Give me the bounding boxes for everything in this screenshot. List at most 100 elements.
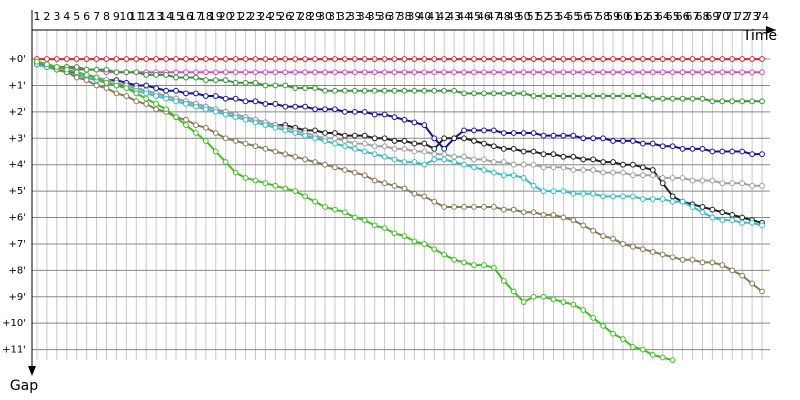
data-point xyxy=(282,103,289,110)
y-tick-label: +10' xyxy=(2,318,26,329)
data-point xyxy=(192,122,199,128)
data-point xyxy=(232,169,239,176)
data-point xyxy=(699,259,706,266)
data-point xyxy=(620,138,626,144)
data-point xyxy=(759,182,765,189)
data-point xyxy=(550,93,557,99)
data-point xyxy=(659,143,666,150)
data-point xyxy=(520,175,527,181)
data-point xyxy=(759,151,765,158)
data-point xyxy=(322,56,328,62)
data-point xyxy=(729,69,736,76)
data-point xyxy=(510,69,517,76)
data-point xyxy=(689,177,696,184)
data-point xyxy=(630,161,636,168)
data-point xyxy=(560,188,567,195)
data-point xyxy=(163,72,169,78)
data-point xyxy=(123,56,130,62)
data-point xyxy=(212,56,219,62)
data-point xyxy=(520,56,527,62)
data-point xyxy=(620,161,626,168)
data-point xyxy=(222,159,229,165)
data-point xyxy=(620,169,626,176)
data-point xyxy=(252,143,259,150)
data-point xyxy=(272,69,279,76)
data-point xyxy=(252,56,259,62)
data-point xyxy=(312,198,318,205)
data-point xyxy=(709,177,716,184)
data-point xyxy=(590,69,597,76)
x-tick-label: 7 xyxy=(93,10,100,23)
data-point xyxy=(411,238,418,245)
data-point xyxy=(699,69,706,76)
data-point xyxy=(540,164,547,171)
data-point xyxy=(729,180,736,187)
data-point xyxy=(600,233,607,239)
data-point xyxy=(83,77,90,84)
data-point xyxy=(361,148,368,155)
data-point xyxy=(282,69,289,76)
data-point xyxy=(391,156,398,163)
data-point xyxy=(133,90,140,97)
data-point xyxy=(401,138,408,144)
data-point xyxy=(113,90,120,97)
data-point xyxy=(183,56,189,62)
data-point xyxy=(391,138,398,144)
data-point xyxy=(610,235,616,242)
data-point xyxy=(341,132,348,139)
data-point xyxy=(580,56,587,62)
data-point xyxy=(719,148,726,155)
data-point xyxy=(669,175,676,181)
data-point xyxy=(421,87,428,94)
data-point xyxy=(520,130,527,136)
data-point xyxy=(500,145,507,152)
data-point xyxy=(361,132,368,139)
x-tick-label: 46 xyxy=(477,10,491,23)
x-tick-label: 32 xyxy=(338,10,352,23)
x-tick-label: 1 xyxy=(33,10,40,23)
data-point xyxy=(500,56,507,62)
data-point xyxy=(709,259,716,266)
x-tick-label: 48 xyxy=(497,10,511,23)
data-point xyxy=(262,82,269,89)
data-point xyxy=(630,193,636,200)
x-tick-label: 3 xyxy=(53,10,60,23)
data-point xyxy=(669,95,676,102)
x-tick-label: 38 xyxy=(397,10,411,23)
x-tick-label: 16 xyxy=(179,10,193,23)
data-point xyxy=(471,138,477,144)
data-point xyxy=(192,56,199,62)
data-point xyxy=(441,135,448,142)
data-point xyxy=(302,56,309,62)
data-point xyxy=(441,156,448,163)
data-point xyxy=(73,69,80,76)
data-point xyxy=(451,135,458,142)
data-point xyxy=(153,72,160,78)
data-point xyxy=(669,254,676,261)
data-point xyxy=(669,56,676,62)
data-point xyxy=(759,98,765,105)
data-point xyxy=(639,246,646,253)
x-tick-label: 31 xyxy=(328,10,342,23)
data-point xyxy=(322,204,328,210)
data-point xyxy=(570,167,577,173)
y-tick-label: +1' xyxy=(9,80,27,91)
data-point xyxy=(461,56,467,62)
data-point xyxy=(381,135,388,142)
data-point xyxy=(262,101,269,107)
data-point xyxy=(143,56,150,62)
data-point xyxy=(481,69,487,76)
data-point xyxy=(600,322,607,329)
data-point xyxy=(183,122,189,128)
data-point xyxy=(272,124,279,131)
data-point xyxy=(590,167,597,173)
data-point xyxy=(500,278,507,284)
data-point xyxy=(411,148,418,155)
data-point xyxy=(332,135,338,142)
data-point xyxy=(649,351,656,358)
data-point xyxy=(53,64,60,70)
data-point xyxy=(173,87,179,94)
data-point xyxy=(709,206,716,213)
x-tick-label: 6 xyxy=(83,10,90,23)
x-tick-label: 41 xyxy=(427,10,441,23)
